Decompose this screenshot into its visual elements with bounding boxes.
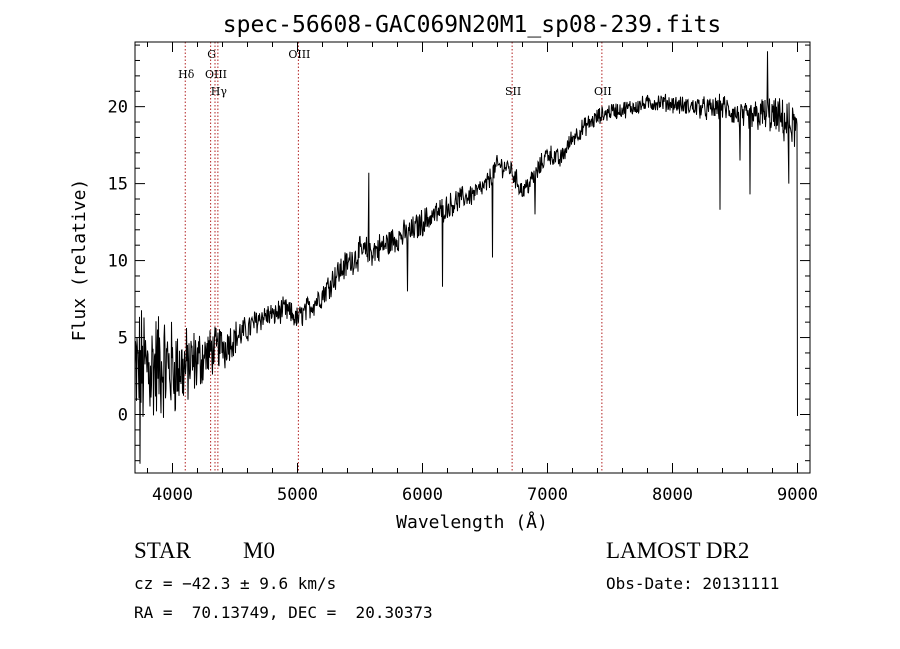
survey-name: LAMOST DR2 [606,538,750,563]
y-tick-label: 20 [108,98,128,118]
x-tick-label: 4000 [152,485,193,505]
x-axis-ticks: 4000 5000 6000 7000 8000 9000 [147,42,818,505]
observation-date: Obs-Date: 20131111 [606,574,780,593]
y-tick-label: 5 [118,329,128,349]
line-marker-label: G [207,48,216,61]
y-tick-label: 0 [118,406,128,426]
line-marker-label: Hγ [211,85,228,98]
y-tick-label: 15 [108,175,128,195]
y-axis-ticks: 0 5 10 15 20 [108,44,810,462]
line-marker-label: OII [594,85,612,98]
x-tick-label: 9000 [777,485,818,505]
x-tick-label: 5000 [277,485,318,505]
object-subclass: M0 [243,538,275,563]
spectral-line-markers: Hδ G OIII Hγ OIII SII OII [178,42,612,473]
chart-title: spec-56608-GAC069N20M1_sp08-239.fits [223,12,722,38]
x-tick-label: 8000 [652,485,693,505]
object-class: STAR [134,538,191,563]
line-marker-label: OIII [288,48,310,61]
x-tick-label: 6000 [402,485,443,505]
y-tick-label: 10 [108,252,128,272]
redshift-cz: cz = −42.3 ± 9.6 km/s [134,574,337,593]
x-axis-label: Wavelength (Å) [396,511,548,533]
line-marker-label: OIII [205,68,227,81]
x-tick-label: 7000 [527,485,568,505]
spectrum-line [134,51,798,464]
coordinates: RA = 70.13749, DEC = 20.30373 [134,603,433,622]
line-marker-label: Hδ [178,68,195,81]
line-marker-label: SII [505,85,521,98]
y-axis-label: Flux (relative) [69,179,90,342]
